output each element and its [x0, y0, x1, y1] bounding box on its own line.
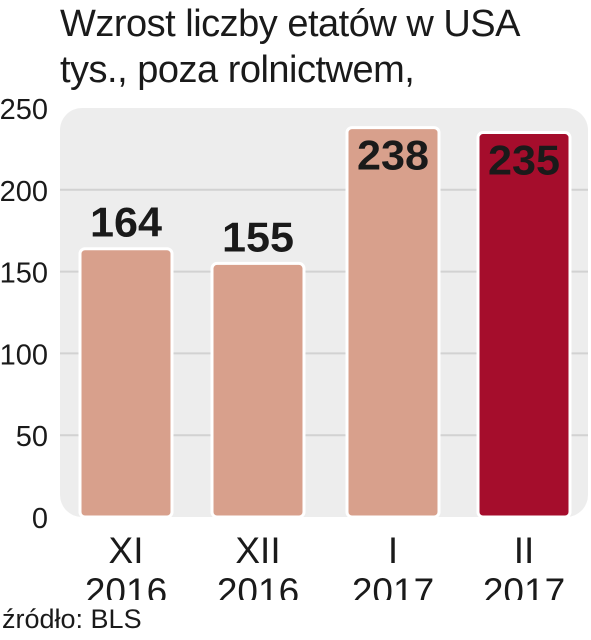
chart-title: Wzrost liczby etatów w USA [60, 3, 521, 45]
bar-value-label: 235 [488, 137, 560, 184]
x-tick-label: 2016 [217, 571, 299, 600]
source-note: źródło: BLS [2, 604, 142, 634]
bar-value-label: 238 [357, 132, 429, 179]
y-tick-label: 150 [0, 258, 48, 290]
bar-value-label: 155 [222, 213, 294, 260]
plot-background [60, 108, 588, 517]
bar [78, 247, 174, 519]
bar-value-label: 164 [90, 199, 163, 246]
bar [476, 131, 572, 519]
bar [345, 126, 441, 519]
x-tick-label: 2017 [352, 571, 434, 600]
bar [210, 261, 306, 519]
chart-subtitle: tys., poza rolnictwem, [60, 49, 415, 91]
y-tick-label: 50 [16, 421, 48, 453]
y-tick-label: 250 [0, 94, 48, 126]
y-tick-label: 100 [0, 339, 48, 371]
x-tick-label: XII [235, 530, 280, 571]
x-tick-label: 2017 [483, 571, 565, 600]
bar-chart: 050100150200250164XI2016155XII2016238I20… [0, 94, 588, 600]
x-tick-label: I [388, 530, 398, 571]
y-tick-label: 200 [0, 176, 48, 208]
x-tick-label: 2016 [85, 571, 167, 600]
x-tick-label: II [514, 530, 535, 571]
x-tick-label: XI [109, 530, 144, 571]
y-tick-label: 0 [32, 503, 48, 535]
